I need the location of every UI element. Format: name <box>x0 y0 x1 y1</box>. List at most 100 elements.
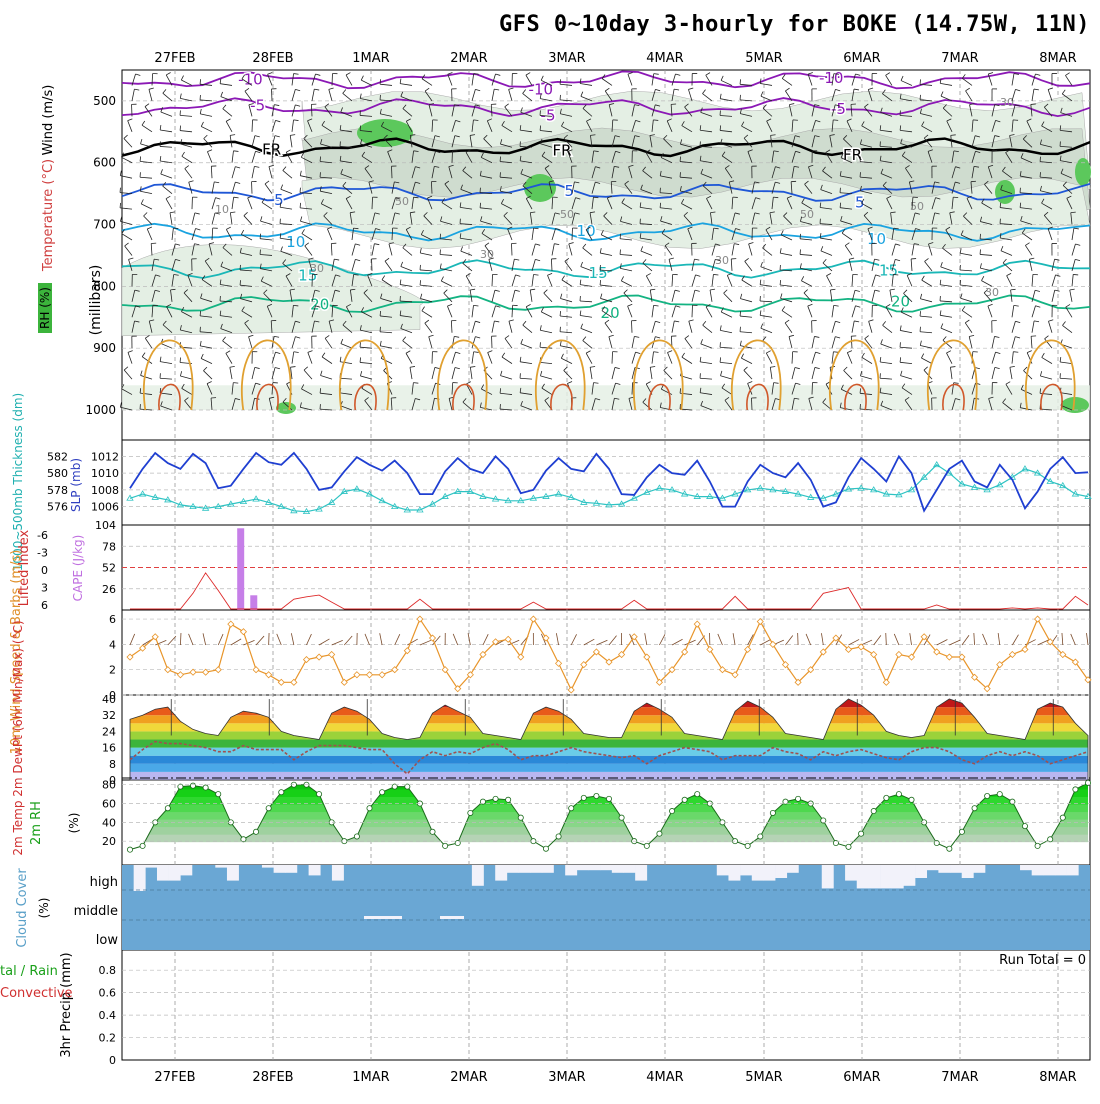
barb-flag <box>1006 382 1010 385</box>
barb-flag <box>680 388 681 393</box>
barb-flag <box>256 151 261 152</box>
barb <box>692 275 696 286</box>
barb-flag <box>1027 351 1032 353</box>
barb <box>700 362 712 364</box>
rh-point <box>695 792 700 797</box>
barb <box>203 633 206 645</box>
barb <box>389 244 392 256</box>
barb <box>892 244 895 256</box>
barb <box>782 78 792 85</box>
barb <box>447 306 452 317</box>
barb <box>700 378 712 379</box>
barb <box>122 234 132 240</box>
precip-tick-0.6: 0.6 <box>99 987 117 1000</box>
barb-flag <box>500 157 501 162</box>
barb <box>422 79 432 86</box>
barb-flag <box>505 104 509 107</box>
barb <box>385 261 392 271</box>
rh-point <box>745 843 750 848</box>
barb <box>940 301 952 302</box>
barb-flag <box>454 336 459 337</box>
barb-flag <box>207 382 212 384</box>
barb <box>380 84 392 85</box>
barb <box>1048 321 1052 332</box>
barb <box>580 315 592 317</box>
cloud-high-bar <box>589 865 601 870</box>
barb <box>272 367 275 379</box>
x-tick-bottom-28FEB: 28FEB <box>252 1070 293 1085</box>
barb <box>881 344 892 348</box>
wind-point <box>883 679 889 685</box>
barb <box>632 336 634 348</box>
barb <box>869 321 872 333</box>
rh-point <box>644 843 649 848</box>
barb <box>560 316 572 317</box>
barb-flag <box>1048 88 1053 90</box>
wind-point <box>644 654 650 660</box>
x-tick-bottom-5MAR: 5MAR <box>745 1070 782 1085</box>
barb <box>170 213 172 225</box>
rh-point <box>859 831 864 836</box>
barb <box>800 254 812 255</box>
barb-flag <box>880 357 881 362</box>
wind-point <box>871 652 877 658</box>
ylabel-cloud-unit: (%) <box>37 898 51 919</box>
run-total-label: Run Total = 0 <box>999 953 1086 968</box>
barb-flag <box>920 294 921 299</box>
barb <box>941 267 952 271</box>
cloud-high-bar <box>1032 865 1044 875</box>
barb-flag <box>770 367 775 368</box>
barb-flag <box>343 89 346 93</box>
barb <box>1087 633 1088 645</box>
barb-flag <box>1007 273 1011 275</box>
barb-flag <box>230 135 235 136</box>
barb <box>720 330 732 332</box>
barb <box>130 634 135 645</box>
barb-flag <box>988 304 993 306</box>
barb <box>1012 305 1014 317</box>
barb-flag <box>761 262 763 267</box>
barb <box>580 301 592 302</box>
barb <box>560 299 572 302</box>
barb-flag <box>823 259 826 263</box>
barb-flag <box>685 336 689 339</box>
barb-flag <box>713 274 718 275</box>
rh-point <box>165 806 170 811</box>
barb-flag <box>943 337 946 341</box>
barb-flag <box>314 89 319 90</box>
rh-band-top <box>122 781 1090 782</box>
barb-flag <box>470 289 475 290</box>
barb-flag <box>196 229 201 230</box>
barb-flag <box>1065 73 1069 76</box>
barb-flag <box>435 367 440 368</box>
barb <box>590 367 592 379</box>
barb-flag <box>951 135 956 136</box>
barb-flag <box>800 263 801 268</box>
barb <box>372 244 374 256</box>
barb <box>461 251 472 255</box>
cloud-mid-bar-2 <box>440 916 464 919</box>
barb <box>792 367 795 379</box>
barb-flag <box>305 243 309 246</box>
barb-flag <box>380 79 381 84</box>
barb-flag <box>1070 289 1075 290</box>
barb-flag <box>773 197 778 198</box>
barb-flag <box>922 276 925 280</box>
wind-point <box>354 672 360 678</box>
barb <box>659 634 665 645</box>
temp-tick-40: 40 <box>102 693 116 706</box>
rh-point <box>959 829 964 834</box>
barb-flag <box>1025 243 1029 246</box>
barb-flag <box>321 371 322 376</box>
barb <box>304 370 312 379</box>
barb-flag <box>674 321 679 322</box>
barb <box>852 306 855 317</box>
barb <box>1040 376 1052 379</box>
barb-flag <box>796 383 801 384</box>
barb <box>530 290 532 302</box>
wind-point <box>266 672 272 678</box>
barb-flag <box>295 337 300 338</box>
barb-flag <box>835 321 840 322</box>
barb-flag <box>855 306 860 307</box>
barb-flag <box>495 290 500 291</box>
